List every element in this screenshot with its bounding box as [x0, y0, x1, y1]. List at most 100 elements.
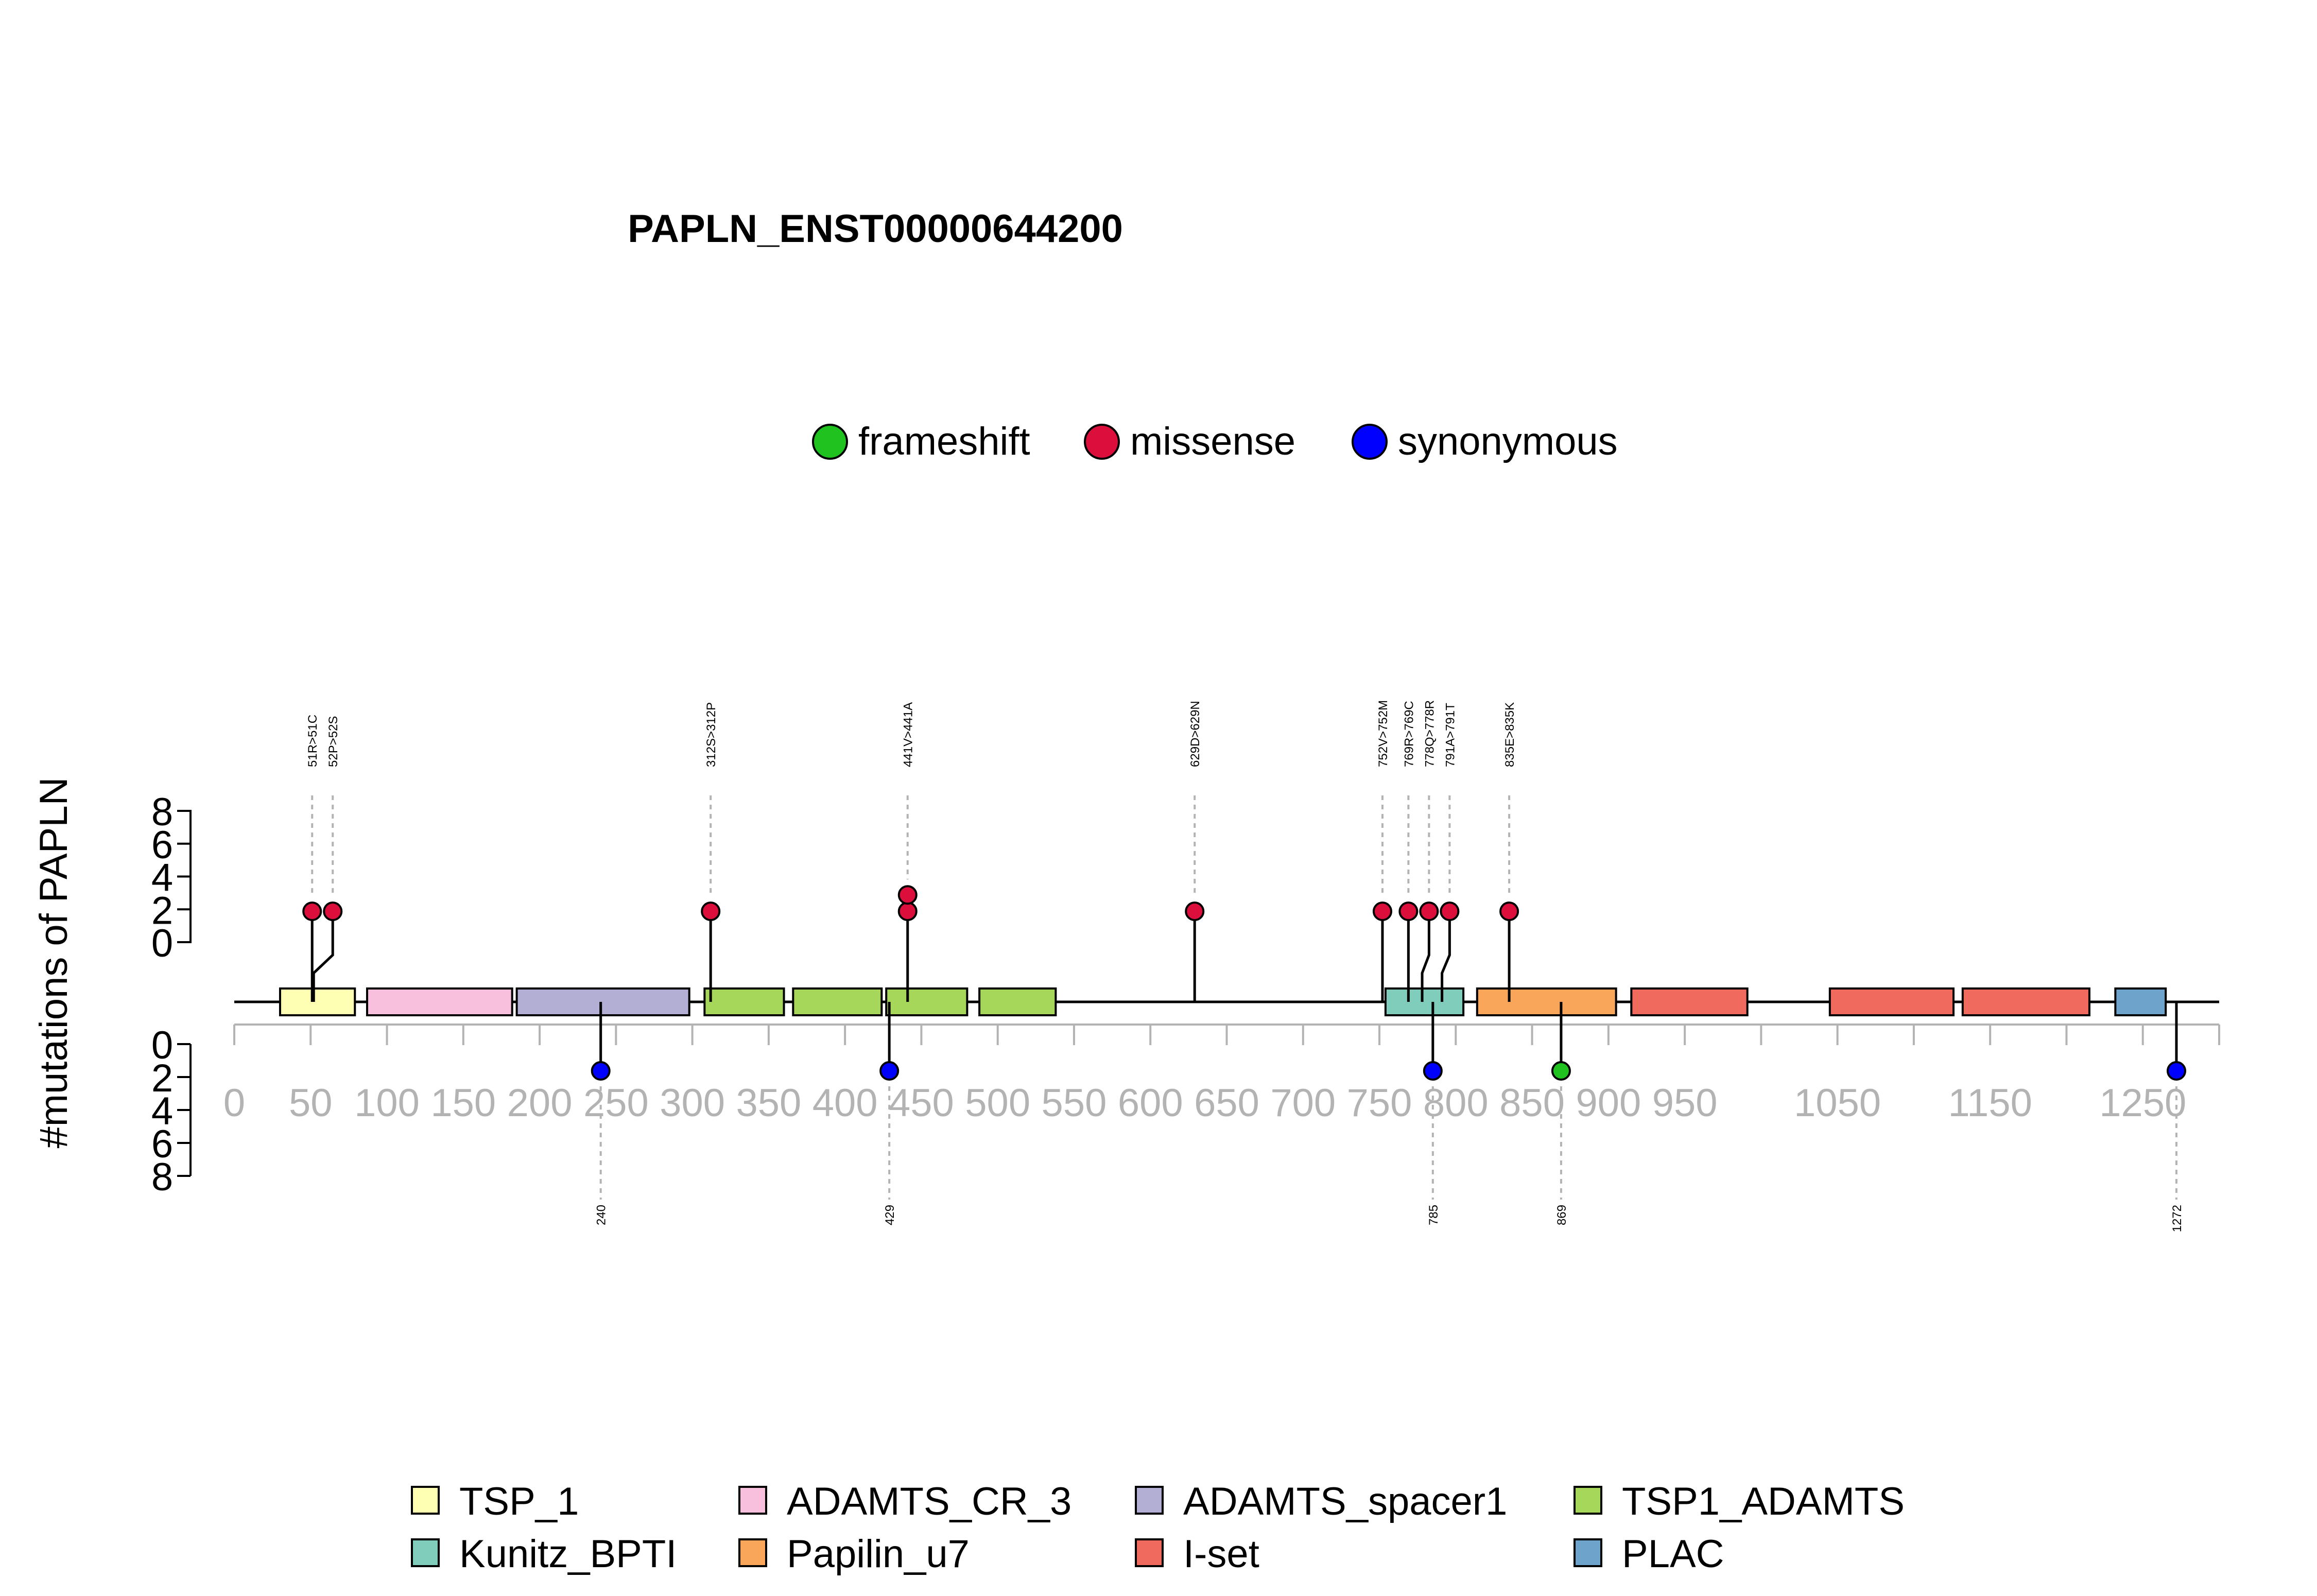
y-axis-label: #mutations of PAPLN — [32, 777, 76, 1149]
position-tick-label: 800 — [1423, 1081, 1489, 1125]
mutation-label: 791A>791T — [1443, 703, 1457, 767]
mutation-pin-missense — [897, 885, 918, 905]
position-tick-label: 300 — [660, 1081, 725, 1125]
mutation-pin-missense — [897, 901, 918, 922]
position-tick-label: 100 — [354, 1081, 420, 1125]
mutation-pin-missense — [1419, 901, 1439, 922]
mutation-pin-synonymous — [1423, 1061, 1443, 1081]
mutation-label: 869 — [1555, 1205, 1569, 1225]
legend-missense-swatch — [1084, 424, 1120, 460]
mutation-pin-missense — [1499, 901, 1519, 922]
mutation-pin-missense — [1440, 901, 1460, 922]
mutation-pin-synonymous — [591, 1061, 611, 1081]
domain-legend-PLAC-swatch — [1574, 1538, 1602, 1567]
mutation-label: 785 — [1427, 1205, 1441, 1225]
domain-I-set — [1828, 987, 1955, 1016]
domain-TSP1_ADAMTS — [703, 987, 785, 1016]
mutation-pin-missense — [1372, 901, 1392, 922]
position-tick-label: 900 — [1576, 1081, 1641, 1125]
mutation-label: 52P>52S — [326, 716, 340, 767]
position-tick-label: 650 — [1194, 1081, 1259, 1125]
domain-legend-TSP_1-label: TSP_1 — [459, 1480, 579, 1523]
mutation-label: 778Q>778R — [1423, 700, 1437, 767]
position-tick-label: 150 — [430, 1081, 496, 1125]
mutation-label: 769R>769C — [1402, 701, 1416, 767]
domain-legend-ADAMTS_spacer1-label: ADAMTS_spacer1 — [1183, 1480, 1507, 1523]
mutation-label: 835E>835K — [1503, 702, 1517, 767]
y-tick-lower-label: 4 — [151, 1089, 173, 1133]
domain-legend-ADAMTS_CR_3-swatch — [738, 1486, 767, 1515]
domain-legend-TSP_1-swatch — [411, 1486, 440, 1515]
position-tick-label: 350 — [736, 1081, 801, 1125]
mutation-pins — [302, 885, 2186, 1081]
mutation-pin-missense — [701, 901, 721, 922]
domain-track — [279, 987, 2167, 1016]
position-axis: 0 50 100 150 200 250 300 350 400 450 500 550 600 650 7… — [223, 1023, 2220, 1125]
mutation-label: 441V>441A — [902, 702, 915, 767]
mutation-stem — [1421, 911, 1430, 1002]
position-tick-label: 250 — [583, 1081, 649, 1125]
domain-legend-Papilin_u7-label: Papilin_u7 — [787, 1532, 970, 1576]
domain-Papilin_u7 — [1476, 987, 1617, 1016]
legend-synonymous-label: synonymous — [1398, 420, 1618, 463]
domain-legend: TSP_1 ADAMTS_CR_3 ADAMTS_spacer1 TSP1_ADAMT… — [411, 1480, 1905, 1576]
domain-TSP1_ADAMTS — [792, 987, 883, 1016]
legend-missense-label: missense — [1130, 420, 1295, 463]
position-tick-label: 1250 — [2099, 1081, 2186, 1125]
domain-legend-Kunitz_BPTI-swatch — [411, 1538, 440, 1567]
label-guide-lines — [311, 795, 2177, 1200]
domain-TSP_1 — [279, 987, 356, 1016]
mutation-label: 629D>629N — [1188, 701, 1202, 767]
mutation-label: 429 — [883, 1205, 897, 1225]
y-tick-upper-label: 8 — [151, 790, 173, 834]
y-tick-lower-label: 2 — [151, 1056, 173, 1100]
mutation-label: 51R>51C — [306, 715, 320, 767]
position-tick-label: 1050 — [1794, 1081, 1881, 1125]
mutation-pin-synonymous — [879, 1061, 900, 1081]
mutation-stems — [310, 895, 2178, 1071]
y-tick-upper-label: 0 — [151, 922, 173, 965]
domain-PLAC — [2114, 987, 2167, 1016]
mutation-label: 752V>752M — [1376, 700, 1390, 767]
position-tick-label: 950 — [1652, 1081, 1718, 1125]
position-tick-label: 450 — [889, 1081, 954, 1125]
domain-Kunitz_BPTI — [1384, 987, 1465, 1016]
position-tick-label: 500 — [965, 1081, 1030, 1125]
domain-legend-ADAMTS_spacer1-swatch — [1135, 1486, 1164, 1515]
mutation-pin-missense — [323, 901, 343, 922]
domain-legend-Kunitz_BPTI-label: Kunitz_BPTI — [459, 1532, 677, 1576]
mutation-label: 1272 — [2170, 1205, 2184, 1232]
domain-legend-TSP1_ADAMTS-swatch — [1574, 1486, 1602, 1515]
domain-TSP1_ADAMTS — [978, 987, 1057, 1016]
mutation-pin-missense — [1185, 901, 1205, 922]
position-tick-label: 750 — [1347, 1081, 1412, 1125]
legend-frameshift-label: frameshift — [858, 420, 1030, 463]
position-tick-label: 850 — [1499, 1081, 1565, 1125]
y-tick-lower-label: 6 — [151, 1122, 173, 1166]
position-tick-label: 200 — [507, 1081, 573, 1125]
mutation-stem — [312, 911, 334, 1002]
domain-ADAMTS_CR_3 — [366, 987, 513, 1016]
mutation-label: 312S>312P — [704, 702, 718, 767]
mutation-pin-missense — [1398, 901, 1419, 922]
position-tick-label: 600 — [1118, 1081, 1183, 1125]
y-tick-lower-label: 8 — [151, 1155, 173, 1199]
domain-legend-I-set-swatch — [1135, 1538, 1164, 1567]
domain-I-set — [1961, 987, 2090, 1016]
mutation-labels: 51R>51C 52P>52S 312S>312P 441V>441A 629D>629… — [306, 700, 2184, 1233]
position-tick-label: 0 — [223, 1081, 245, 1125]
position-tick-label: 1150 — [1948, 1081, 2032, 1125]
mutation-stem — [1441, 911, 1451, 1002]
y-tick-upper-label: 2 — [151, 889, 173, 932]
legend-synonymous-swatch — [1352, 424, 1388, 460]
position-tick-label: 400 — [812, 1081, 878, 1125]
mutation-pin-missense — [302, 901, 322, 922]
chart-title: PAPLN_ENST00000644200 — [628, 207, 1123, 251]
y-tick-lower-label: 0 — [151, 1023, 173, 1067]
position-tick-label: 550 — [1042, 1081, 1107, 1125]
domain-legend-I-set-label: I-set — [1183, 1532, 1259, 1576]
domain-legend-TSP1_ADAMTS-label: TSP1_ADAMTS — [1622, 1480, 1905, 1523]
mutation-label: 240 — [595, 1205, 609, 1225]
